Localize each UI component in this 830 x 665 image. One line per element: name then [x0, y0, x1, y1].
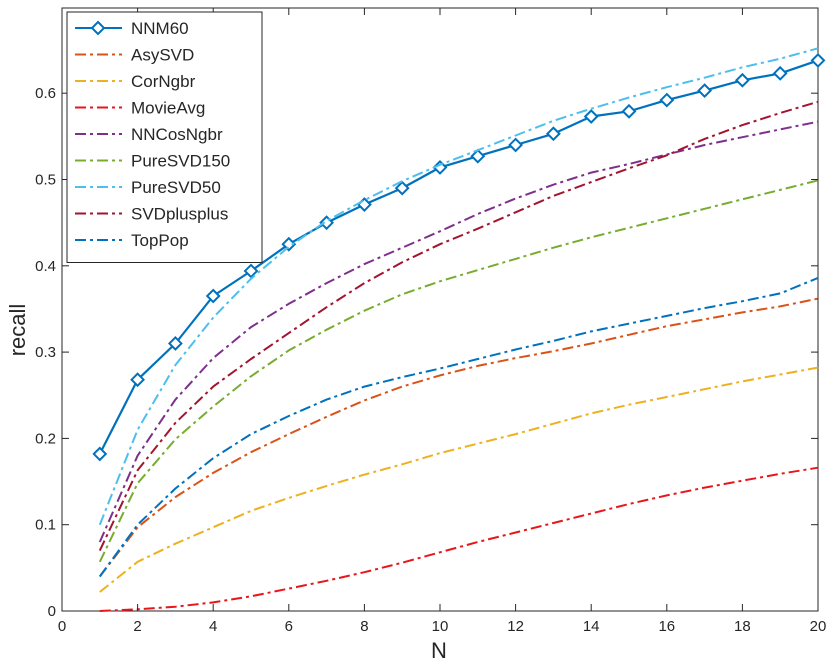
- series-line-PureSVD150: [98, 179, 819, 563]
- data-point-NNM60-6: [281, 236, 297, 252]
- data-point-NNM60-4: [205, 288, 221, 304]
- legend-item-NNCosNgbr: NNCosNgbr: [75, 125, 223, 144]
- legend-label: MovieAvg: [131, 99, 205, 118]
- x-tick-label: 20: [810, 618, 827, 635]
- legend-label: TopPop: [131, 231, 189, 250]
- data-point-NNM60-9: [394, 180, 410, 196]
- series-NNCosNgbr: [98, 120, 819, 543]
- legend-label: PureSVD50: [131, 178, 221, 197]
- x-tick-label: 4: [209, 618, 217, 635]
- y-tick-label: 0.4: [35, 258, 56, 275]
- legend-item-PureSVD150: PureSVD150: [75, 152, 230, 171]
- series-TopPop: [98, 276, 819, 578]
- series-line-NNM60: [98, 59, 819, 455]
- series-MovieAvg: [99, 466, 819, 612]
- data-point-NNM60-3: [167, 336, 183, 351]
- legend-item-TopPop: TopPop: [75, 231, 189, 250]
- legend-label: PureSVD150: [131, 152, 230, 171]
- data-point-NNM60-14: [583, 109, 599, 124]
- legend-label: AsySVD: [131, 46, 194, 65]
- y-tick-label: 0.6: [35, 85, 56, 102]
- x-tick-label: 0: [58, 618, 66, 635]
- x-tick-label: 2: [133, 618, 141, 635]
- y-tick-label: 0: [48, 603, 56, 620]
- data-point-NNM60-20: [810, 52, 826, 68]
- y-tick-label: 0.3: [35, 344, 56, 361]
- series-line-PureSVD50: [98, 47, 819, 526]
- data-point-NNM60-12: [508, 137, 524, 153]
- legend-item-AsySVD: AsySVD: [75, 46, 194, 65]
- axes-layer: 0 2 4 6 8 10 12 14 16 18 20 0 0.1 0.2 0.3 0.4 0.5 0.6: [35, 8, 826, 635]
- data-point-NNM60-5: [243, 263, 259, 279]
- series-CorNgbr: [99, 366, 819, 593]
- series-line-SVDplusplus: [98, 100, 819, 552]
- legend-item-MovieAvg: MovieAvg: [75, 99, 205, 118]
- legend-label: SVDplusplus: [131, 205, 228, 224]
- series-AsySVD: [99, 297, 819, 578]
- x-tick-label: 14: [583, 618, 600, 635]
- legend-item-SVDplusplus: SVDplusplus: [75, 205, 228, 224]
- y-tick-label: 0.2: [35, 430, 56, 447]
- legend: NNM60 AsySVD CorNgbr MovieAvg NNCosNgbr PureS…: [66, 11, 263, 263]
- x-tick-label: 10: [432, 618, 449, 635]
- data-point-NNM60-13: [545, 126, 561, 142]
- y-axis-title: recall: [5, 304, 30, 357]
- data-point-NNM60-18: [734, 72, 750, 88]
- legend-item-PureSVD50: PureSVD50: [75, 178, 221, 197]
- series-line-NNCosNgbr: [98, 120, 819, 543]
- y-tick-label: 0.5: [35, 172, 56, 189]
- legend-marker-diamond: [90, 20, 106, 36]
- series-PureSVD150: [98, 179, 819, 563]
- data-point-NNM60-2: [130, 372, 146, 388]
- series-line-MovieAvg: [99, 466, 819, 612]
- legend-label: NNM60: [131, 19, 189, 38]
- data-point-NNM60-1: [92, 446, 108, 462]
- series-layer: [92, 47, 826, 612]
- data-point-NNM60-11: [470, 148, 486, 164]
- data-point-NNM60-19: [772, 65, 788, 81]
- x-tick-label: 12: [507, 618, 524, 635]
- data-point-NNM60-16: [659, 92, 675, 108]
- legend-label: NNCosNgbr: [131, 125, 223, 144]
- x-axis-title: N: [431, 638, 447, 663]
- x-tick-label: 6: [285, 618, 293, 635]
- data-point-NNM60-15: [621, 103, 637, 119]
- series-line-TopPop: [98, 276, 819, 578]
- series-SVDplusplus: [98, 100, 819, 552]
- x-tick-label: 8: [360, 618, 368, 635]
- data-point-NNM60-17: [697, 83, 713, 99]
- legend-item-CorNgbr: CorNgbr: [75, 72, 196, 91]
- x-tick-label: 16: [658, 618, 675, 635]
- series-line-AsySVD: [99, 297, 819, 578]
- series-PureSVD50: [98, 47, 819, 526]
- legend-item-NNM60: NNM60: [75, 19, 189, 38]
- x-tick-label: 18: [734, 618, 751, 635]
- series-line-CorNgbr: [99, 366, 819, 593]
- y-tick-label: 0.1: [35, 517, 56, 534]
- legend-label: CorNgbr: [131, 72, 196, 91]
